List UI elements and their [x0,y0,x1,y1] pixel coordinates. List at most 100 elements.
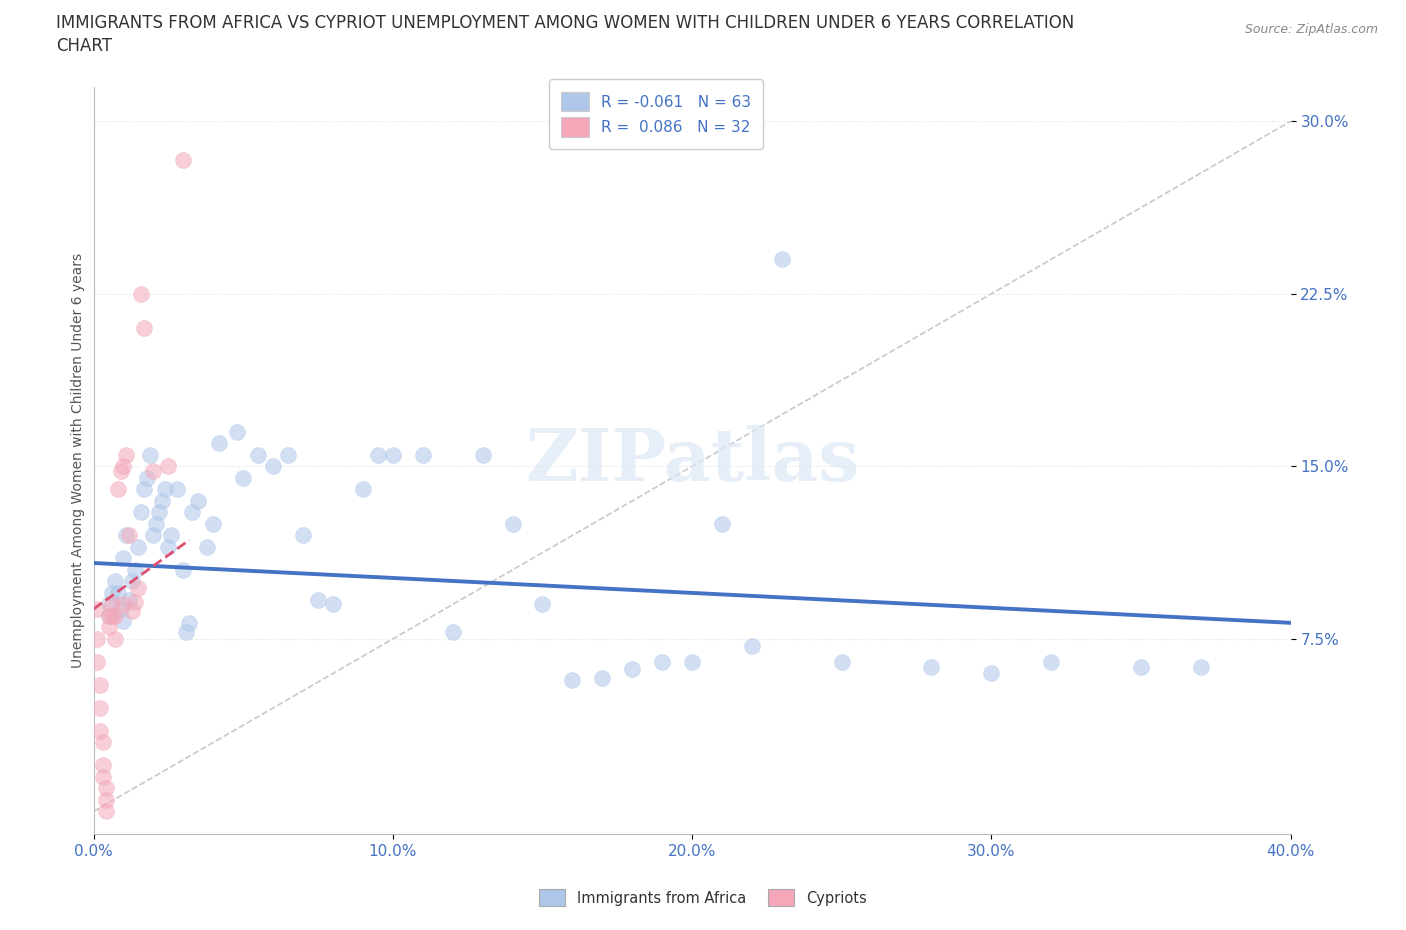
Point [97,620,120,635]
Point [127,581,149,596]
Point [118,592,141,607]
Legend: Immigrants from Africa, Cypriots: Immigrants from Africa, Cypriots [531,882,875,913]
Point [97,608,120,623]
Point [651,655,673,670]
Point [121,574,143,589]
Point [770,252,793,267]
Point [112,597,135,612]
Point [100,586,122,601]
Point [103,574,125,589]
Point [121,604,143,618]
Point [89,724,111,738]
Point [262,458,284,473]
Point [136,471,159,485]
Point [232,471,254,485]
Point [277,447,299,462]
Point [157,458,180,473]
Point [1040,655,1063,670]
Point [103,631,125,646]
Point [681,655,703,670]
Point [107,482,129,497]
Point [247,447,270,462]
Text: Source: ZipAtlas.com: Source: ZipAtlas.com [1244,23,1378,36]
Point [502,516,524,531]
Text: CHART: CHART [56,37,112,55]
Point [1130,659,1153,674]
Point [181,505,204,520]
Point [531,597,554,612]
Point [208,436,231,451]
Point [131,505,153,520]
Point [127,539,149,554]
Point [115,447,138,462]
Point [172,153,194,167]
Point [103,608,125,623]
Point [155,482,177,497]
Point [97,608,120,623]
Point [91,758,114,773]
Point [86,631,108,646]
Point [152,494,174,509]
Point [157,539,180,554]
Point [226,424,249,439]
Point [86,655,108,670]
Point [94,804,117,819]
Point [134,321,156,336]
Point [112,613,135,628]
Legend: R = -0.061   N = 63, R =  0.086   N = 32: R = -0.061 N = 63, R = 0.086 N = 32 [548,79,763,150]
Point [176,625,198,640]
Point [172,563,194,578]
Point [139,447,162,462]
Point [322,597,344,612]
Point [124,594,146,609]
Point [142,528,165,543]
Y-axis label: Unemployment Among Women with Children Under 6 years: Unemployment Among Women with Children U… [72,253,86,668]
Point [187,494,209,509]
Point [100,608,122,623]
Point [166,482,188,497]
Point [367,447,389,462]
Point [195,539,218,554]
Point [142,463,165,478]
Point [110,463,132,478]
Point [711,516,734,531]
Point [292,528,315,543]
Point [202,516,225,531]
Point [91,769,114,784]
Point [89,700,111,715]
Point [112,551,135,565]
Point [412,447,434,462]
Point [110,602,132,617]
Point [381,447,404,462]
Point [307,592,329,607]
Point [91,735,114,750]
Point [179,616,201,631]
Text: ZIPatlas: ZIPatlas [524,425,859,496]
Point [471,447,494,462]
Point [160,528,183,543]
Point [921,659,943,674]
Point [100,597,122,612]
Point [980,666,1002,681]
Text: IMMIGRANTS FROM AFRICA VS CYPRIOT UNEMPLOYMENT AMONG WOMEN WITH CHILDREN UNDER 6: IMMIGRANTS FROM AFRICA VS CYPRIOT UNEMPL… [56,14,1074,32]
Point [621,661,644,676]
Point [441,625,464,640]
Point [86,602,108,617]
Point [131,286,153,301]
Point [561,673,583,688]
Point [741,638,763,653]
Point [107,586,129,601]
Point [118,528,141,543]
Point [134,482,156,497]
Point [831,655,853,670]
Point [97,597,120,612]
Point [115,528,138,543]
Point [124,563,146,578]
Point [112,458,135,473]
Point [352,482,374,497]
Point [591,671,613,685]
Point [1189,659,1212,674]
Point [145,516,167,531]
Point [148,505,170,520]
Point [94,792,117,807]
